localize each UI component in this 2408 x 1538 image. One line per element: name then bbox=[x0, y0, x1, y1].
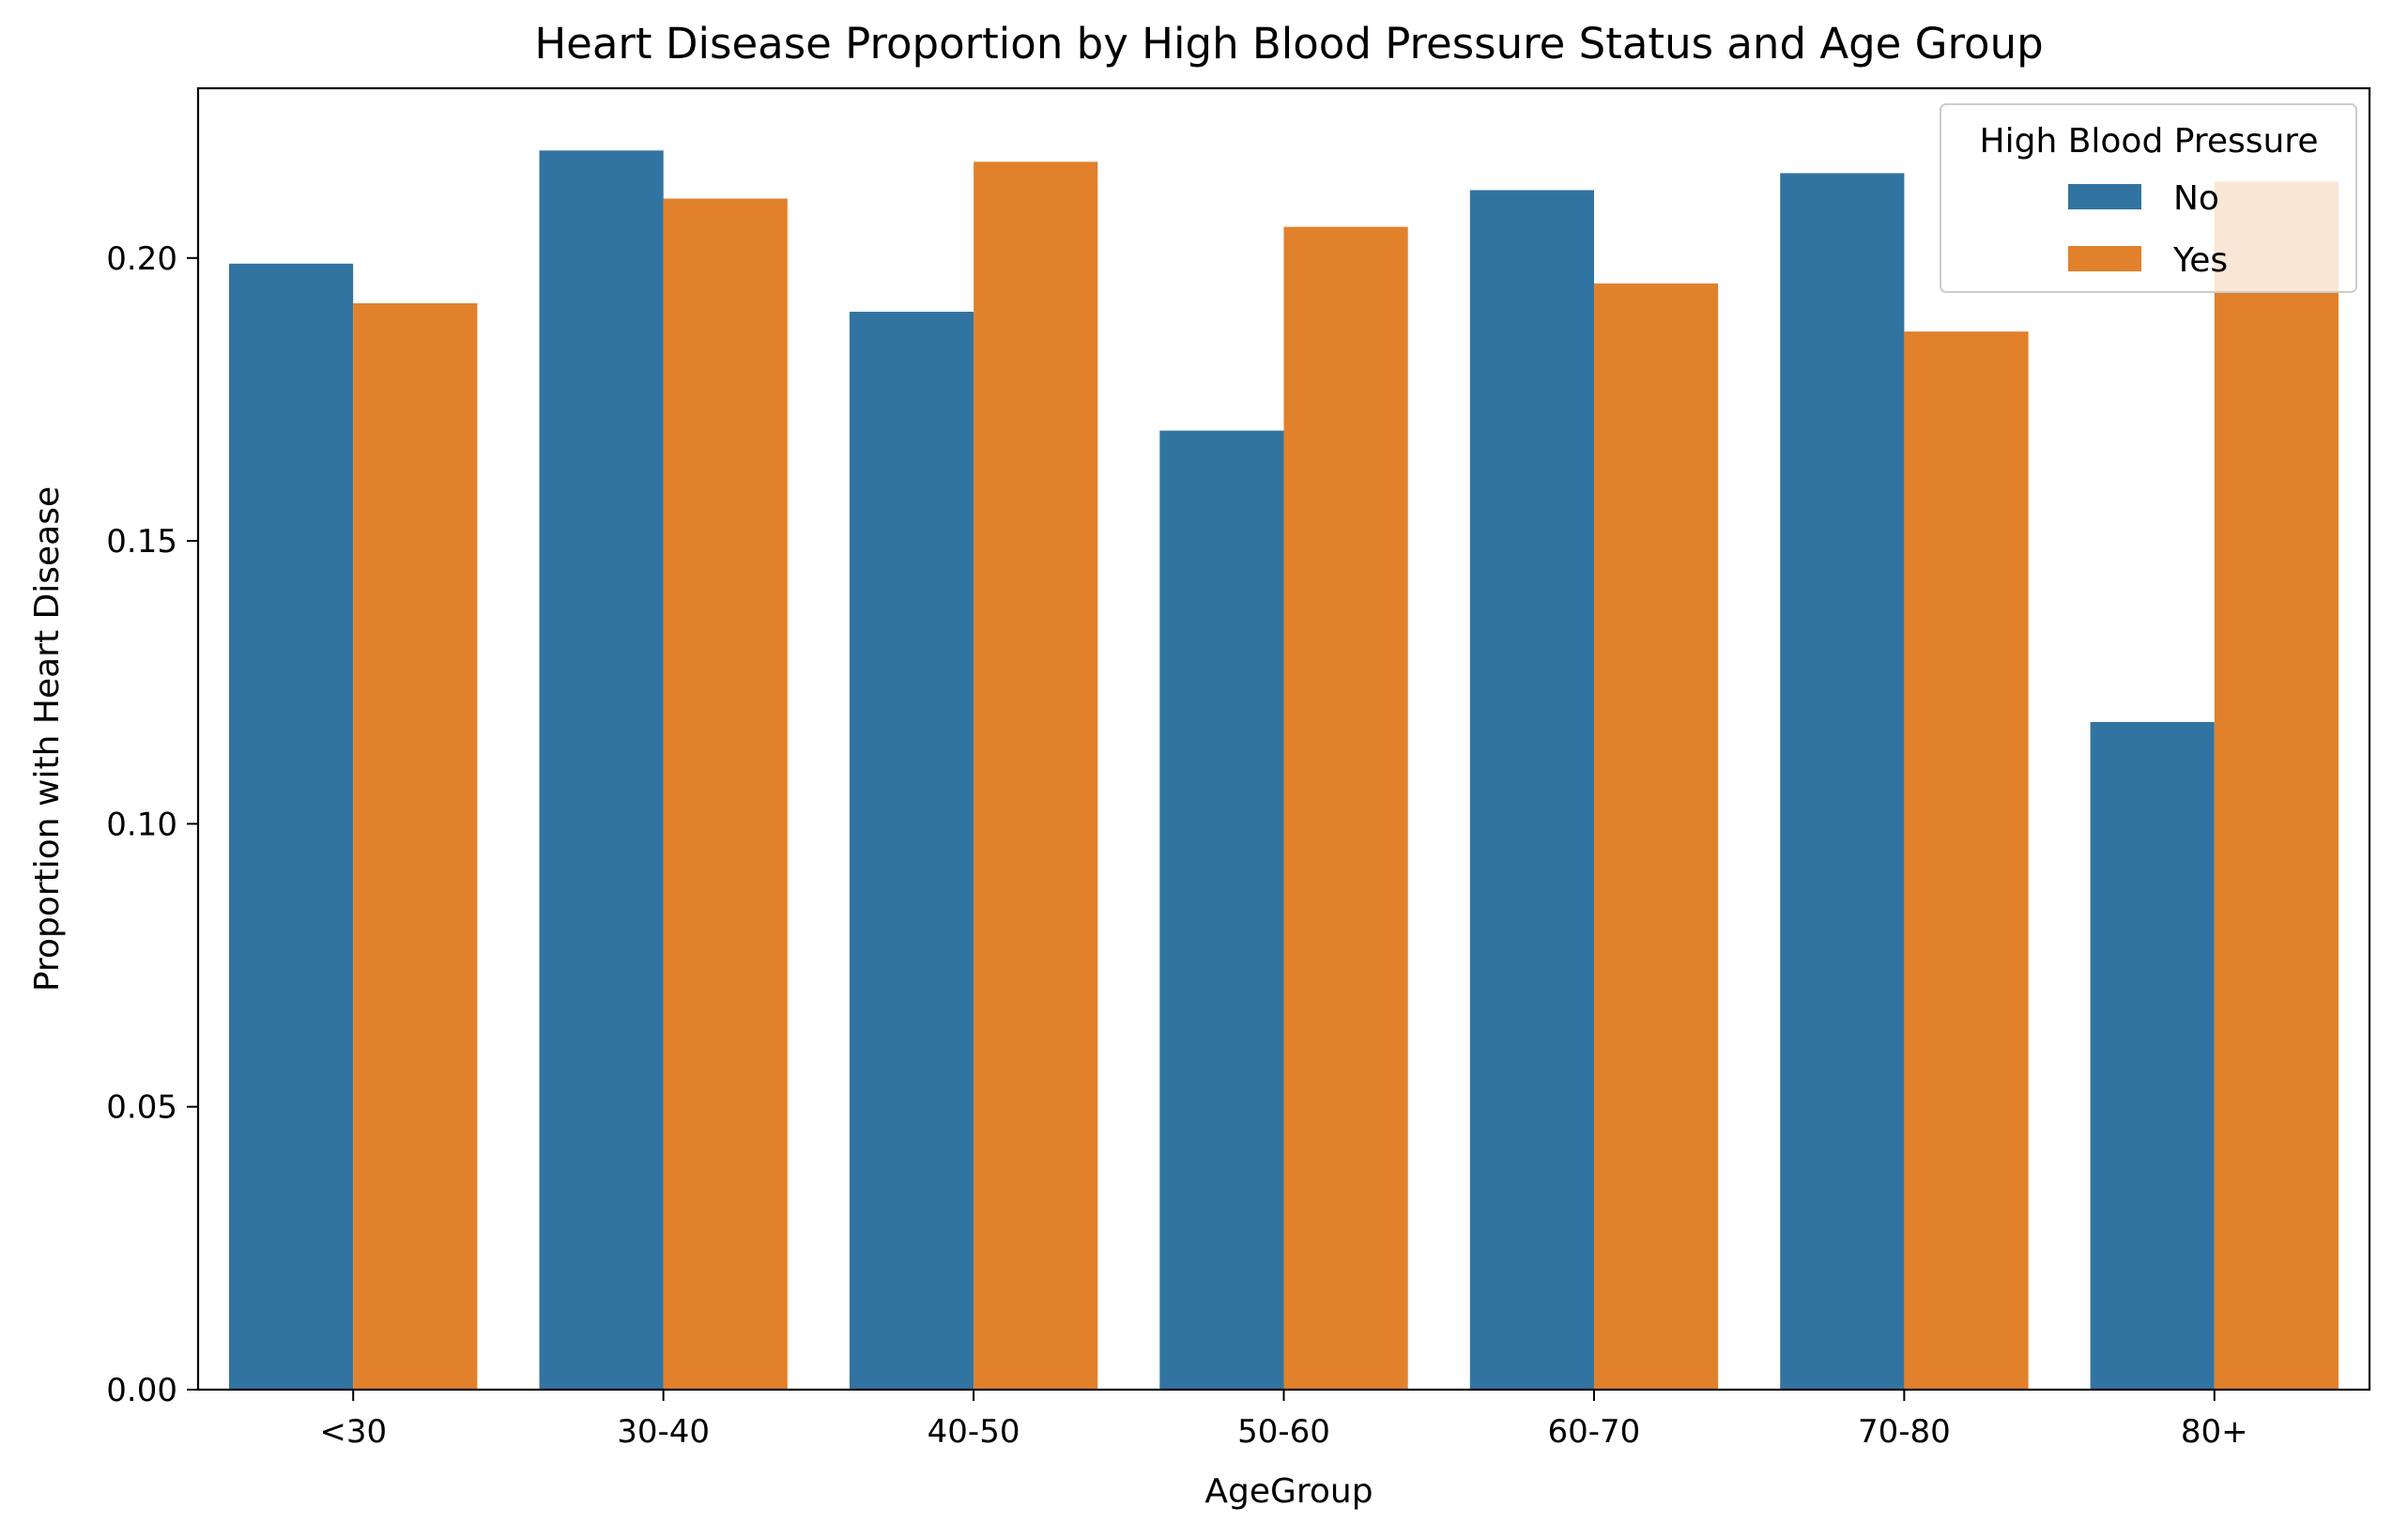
x-axis-label: AgeGroup bbox=[1204, 1472, 1373, 1511]
y-tick-label: 0.20 bbox=[106, 240, 177, 278]
bar-yes-3 bbox=[1283, 226, 1408, 1391]
y-tick-label: 0.10 bbox=[106, 806, 177, 843]
bar-no-5 bbox=[1780, 173, 1905, 1390]
legend-label-no: No bbox=[2173, 179, 2219, 218]
bars-group bbox=[229, 150, 2339, 1391]
x-tick-label: 40-50 bbox=[928, 1413, 1020, 1451]
bar-no-4 bbox=[1469, 190, 1594, 1390]
legend-box bbox=[1940, 103, 2357, 293]
bar-no-0 bbox=[229, 263, 354, 1390]
bar-yes-1 bbox=[663, 198, 788, 1390]
x-tick-label: 70-80 bbox=[1858, 1413, 1951, 1451]
bar-yes-0 bbox=[353, 303, 478, 1390]
bar-no-3 bbox=[1159, 430, 1284, 1391]
bar-yes-4 bbox=[1593, 283, 1719, 1390]
bar-no-2 bbox=[849, 312, 974, 1390]
y-tick-label: 0.15 bbox=[106, 523, 177, 561]
bar-no-1 bbox=[539, 150, 664, 1390]
bar-no-6 bbox=[2090, 721, 2215, 1390]
legend-title: High Blood Pressure bbox=[1980, 122, 2319, 161]
y-tick-label: 0.00 bbox=[106, 1372, 177, 1409]
x-axis: <30 30-40 40-50 50-60 60-70 70-80 80+ bbox=[319, 1390, 2248, 1451]
x-tick-label: 30-40 bbox=[617, 1413, 710, 1451]
bar-yes-6 bbox=[2214, 181, 2339, 1390]
legend-swatch-yes bbox=[2068, 246, 2141, 271]
x-tick-label: 80+ bbox=[2181, 1413, 2248, 1451]
legend-swatch-no bbox=[2068, 184, 2141, 209]
bar-yes-5 bbox=[1904, 331, 2029, 1391]
y-axis: 0.00 0.05 0.10 0.15 0.20 bbox=[106, 240, 198, 1409]
x-tick-label: 60-70 bbox=[1548, 1413, 1641, 1451]
y-tick-label: 0.05 bbox=[106, 1089, 177, 1127]
x-tick-label: 50-60 bbox=[1237, 1413, 1330, 1451]
legend: High Blood Pressure No Yes bbox=[1940, 103, 2357, 293]
legend-label-yes: Yes bbox=[2172, 241, 2228, 280]
x-tick-label: <30 bbox=[319, 1413, 387, 1451]
y-axis-label: Proportion with Heart Disease bbox=[28, 486, 67, 992]
chart-title: Heart Disease Proportion by High Blood P… bbox=[534, 19, 2043, 69]
bar-yes-2 bbox=[974, 161, 1098, 1390]
